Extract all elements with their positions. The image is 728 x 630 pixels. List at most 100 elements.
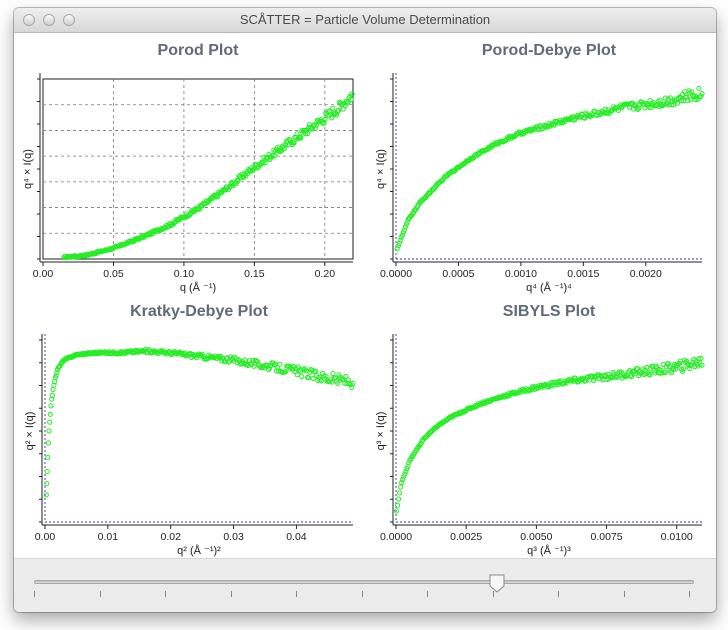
x-tick-label: 0.10 xyxy=(174,268,195,280)
data-point xyxy=(647,372,653,378)
data-point xyxy=(230,355,236,361)
data-point xyxy=(283,369,289,375)
data-point xyxy=(242,357,248,363)
data-point xyxy=(350,381,356,387)
data-point xyxy=(698,355,704,361)
data-point xyxy=(44,469,50,475)
data-point xyxy=(657,97,663,103)
data-point xyxy=(235,178,241,184)
data-point xyxy=(688,97,694,103)
data-point xyxy=(499,394,505,400)
data-point xyxy=(45,454,51,461)
slider-tick xyxy=(99,591,101,597)
data-point xyxy=(679,97,685,104)
x-tick-label: 0.15 xyxy=(244,268,265,280)
data-point xyxy=(394,246,400,252)
data-point xyxy=(297,134,303,140)
data-point xyxy=(272,153,278,159)
data-point xyxy=(323,373,329,379)
data-point xyxy=(402,471,408,477)
data-point xyxy=(291,140,297,146)
slider-track[interactable] xyxy=(34,580,694,584)
y-axis-label: q⁴ × I(q) xyxy=(375,149,387,189)
data-point xyxy=(215,353,222,359)
data-point xyxy=(397,490,403,496)
data-point xyxy=(548,122,554,128)
data-point xyxy=(680,368,686,374)
data-point xyxy=(670,366,677,372)
x-axis-label: q³ (Å ⁻¹)³ xyxy=(527,544,571,557)
data-point xyxy=(235,357,241,363)
data-point xyxy=(267,365,273,371)
slider-tick xyxy=(689,591,690,597)
data-point xyxy=(48,403,54,409)
data-point xyxy=(627,104,633,110)
data-point xyxy=(46,428,52,434)
x-tick-label: 0.0020 xyxy=(630,268,662,280)
data-point xyxy=(275,365,281,371)
data-point xyxy=(259,364,265,370)
data-point xyxy=(47,419,53,425)
data-point xyxy=(663,101,669,107)
data-point xyxy=(577,376,584,382)
plot-frame xyxy=(42,78,354,260)
data-point xyxy=(49,392,56,398)
data-point xyxy=(303,131,309,137)
data-point xyxy=(43,492,49,498)
data-point xyxy=(51,382,57,388)
data-point xyxy=(329,379,335,385)
data-point xyxy=(602,372,608,378)
x-tick-label: 0.00 xyxy=(33,268,54,280)
slider-tick xyxy=(34,591,35,597)
data-point xyxy=(628,374,635,380)
plot-title: Porod-Debye Plot xyxy=(482,42,617,59)
data-point xyxy=(674,100,681,106)
data-point xyxy=(459,409,465,415)
x-axis-label: q (Å ⁻¹) xyxy=(180,281,216,294)
data-point xyxy=(397,237,403,243)
data-point xyxy=(662,369,668,376)
data-point xyxy=(698,93,704,99)
data-point xyxy=(321,119,327,126)
slider-tick xyxy=(361,591,363,597)
data-point xyxy=(305,131,311,137)
data-point xyxy=(687,365,693,372)
slider-tick xyxy=(623,591,625,597)
data-point xyxy=(668,102,675,108)
data-point xyxy=(262,160,268,166)
x-tick-label: 0.0000 xyxy=(380,531,412,543)
data-point xyxy=(638,371,644,377)
data-point xyxy=(315,377,321,383)
data-point xyxy=(348,381,354,387)
data-point xyxy=(348,96,354,103)
zoom-window-button[interactable] xyxy=(63,14,75,26)
data-point xyxy=(696,85,702,92)
slider-thumb[interactable] xyxy=(488,574,506,593)
data-point xyxy=(317,377,323,383)
data-point xyxy=(652,370,658,376)
data-point xyxy=(681,366,687,372)
data-point xyxy=(398,484,404,490)
data-point xyxy=(225,359,231,365)
slider-tick xyxy=(558,591,559,597)
data-point xyxy=(50,386,56,392)
data-point xyxy=(404,219,410,225)
data-point xyxy=(627,373,634,379)
data-point xyxy=(335,107,342,114)
minimize-window-button[interactable] xyxy=(43,14,55,26)
data-point xyxy=(301,367,307,373)
data-point xyxy=(544,124,550,130)
close-window-button[interactable] xyxy=(23,14,35,26)
x-tick-label: 0.01 xyxy=(98,531,119,543)
data-point xyxy=(220,187,226,193)
data-point xyxy=(395,243,401,249)
x-tick-label: 0.0015 xyxy=(567,268,599,280)
data-point xyxy=(45,440,52,446)
data-point xyxy=(53,373,59,379)
data-point xyxy=(316,374,322,380)
data-point xyxy=(529,126,535,132)
data-point xyxy=(44,481,50,487)
data-point xyxy=(332,375,338,381)
x-tick-label: 0.05 xyxy=(103,268,124,280)
data-point xyxy=(312,125,318,132)
